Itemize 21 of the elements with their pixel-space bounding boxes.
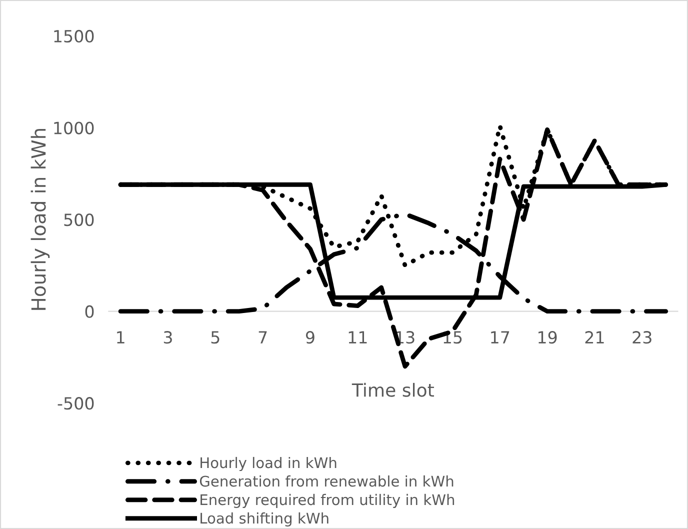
x-tick-label: 9 — [306, 331, 314, 344]
y-tick-label: 1000 — [54, 122, 94, 134]
x-tick-label: 11 — [348, 331, 367, 344]
y-tick-label: 1500 — [54, 30, 94, 43]
x-tick-label: 5 — [211, 331, 220, 344]
x-tick-label: 21 — [585, 331, 604, 344]
x-tick-label: 1 — [117, 331, 124, 344]
x-tick-label: 3 — [164, 331, 172, 344]
y-tick-label: 500 — [64, 213, 94, 226]
x-axis-title: Time slot — [352, 382, 434, 397]
y-tick-label: -500 — [58, 397, 94, 410]
x-tick-label: 7 — [258, 331, 267, 344]
x-tick-label: 17 — [491, 331, 510, 344]
x-tick-label: 23 — [632, 331, 652, 344]
legend-label: Generation from renewable in kWh — [200, 475, 454, 487]
x-tick-label: 19 — [538, 331, 557, 344]
y-tick-label: 0 — [85, 305, 94, 318]
legend-label: Hourly load in kWh — [200, 456, 336, 472]
y-axis-title: Hourly load in kWh — [30, 128, 50, 310]
legend-label: Load shifting kWh — [200, 512, 328, 527]
legend-label: Energy required from utility in kWh — [200, 494, 454, 508]
